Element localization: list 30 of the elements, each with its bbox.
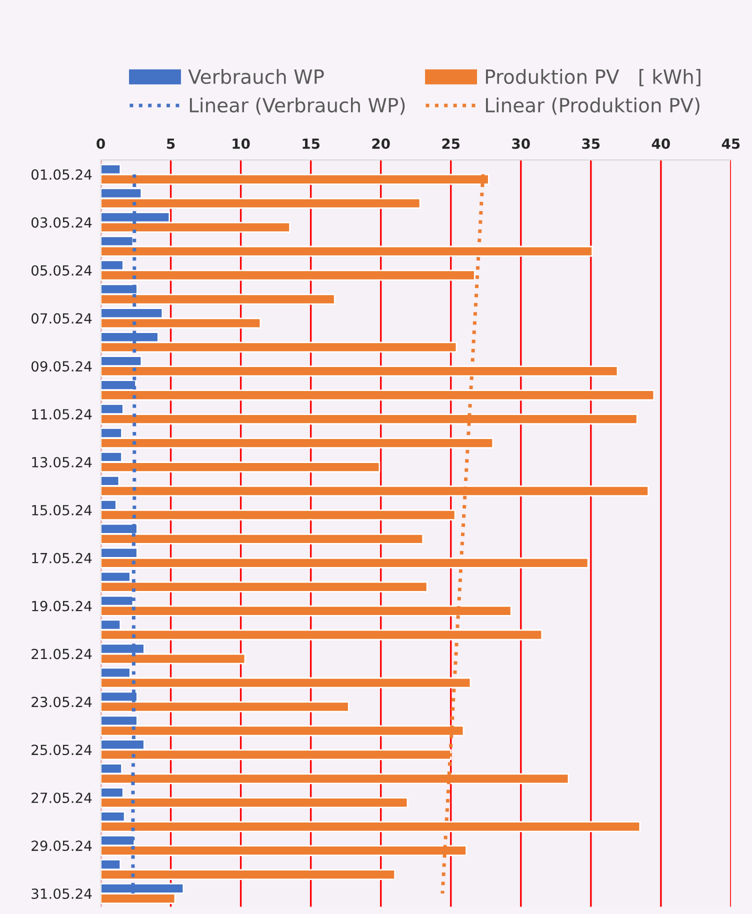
x-tick-label: 5 [167,138,175,149]
y-tick-label: 11.05.24 [32,409,92,420]
y-tick-label: 25.05.24 [32,744,92,756]
y-tick-label: 21.05.24 [32,648,92,660]
y-tick-label: 29.05.24 [32,840,92,852]
y-tick-label: 07.05.24 [32,313,92,324]
x-tick-label: 25 [442,138,460,149]
y-tick-label: 09.05.24 [32,361,92,372]
legend-label: Linear (Produktion PV) [486,97,700,115]
x-tick-label: 15 [302,138,320,149]
x-tick-label: 20 [372,138,390,149]
x-tick-label: 10 [232,138,250,149]
y-tick-label: 03.05.24 [32,217,92,228]
x-tick-label: 35 [582,138,600,149]
x-tick-label: 40 [652,138,670,149]
y-tick-label: 05.05.24 [32,265,92,276]
x-tick-label: 30 [512,138,530,149]
y-tick-label: 01.05.24 [32,169,92,180]
x-tick-label: 0 [96,138,105,149]
y-tick-label: 17.05.24 [32,552,92,564]
y-tick-label: 13.05.24 [32,456,92,468]
y-tick-label: 15.05.24 [32,504,92,516]
y-tick-label: 31.05.24 [32,888,92,899]
y-tick-label: 19.05.24 [32,600,92,612]
legend-label: Linear (Verbrauch WP) [190,97,405,115]
y-tick-label: 23.05.24 [32,696,92,708]
y-tick-label: 27.05.24 [32,792,92,804]
legend-label: Produktion PV [ kWh] [486,68,700,86]
legend-label: Verbrauch WP [188,68,324,84]
x-tick-label: 45 [722,138,740,149]
